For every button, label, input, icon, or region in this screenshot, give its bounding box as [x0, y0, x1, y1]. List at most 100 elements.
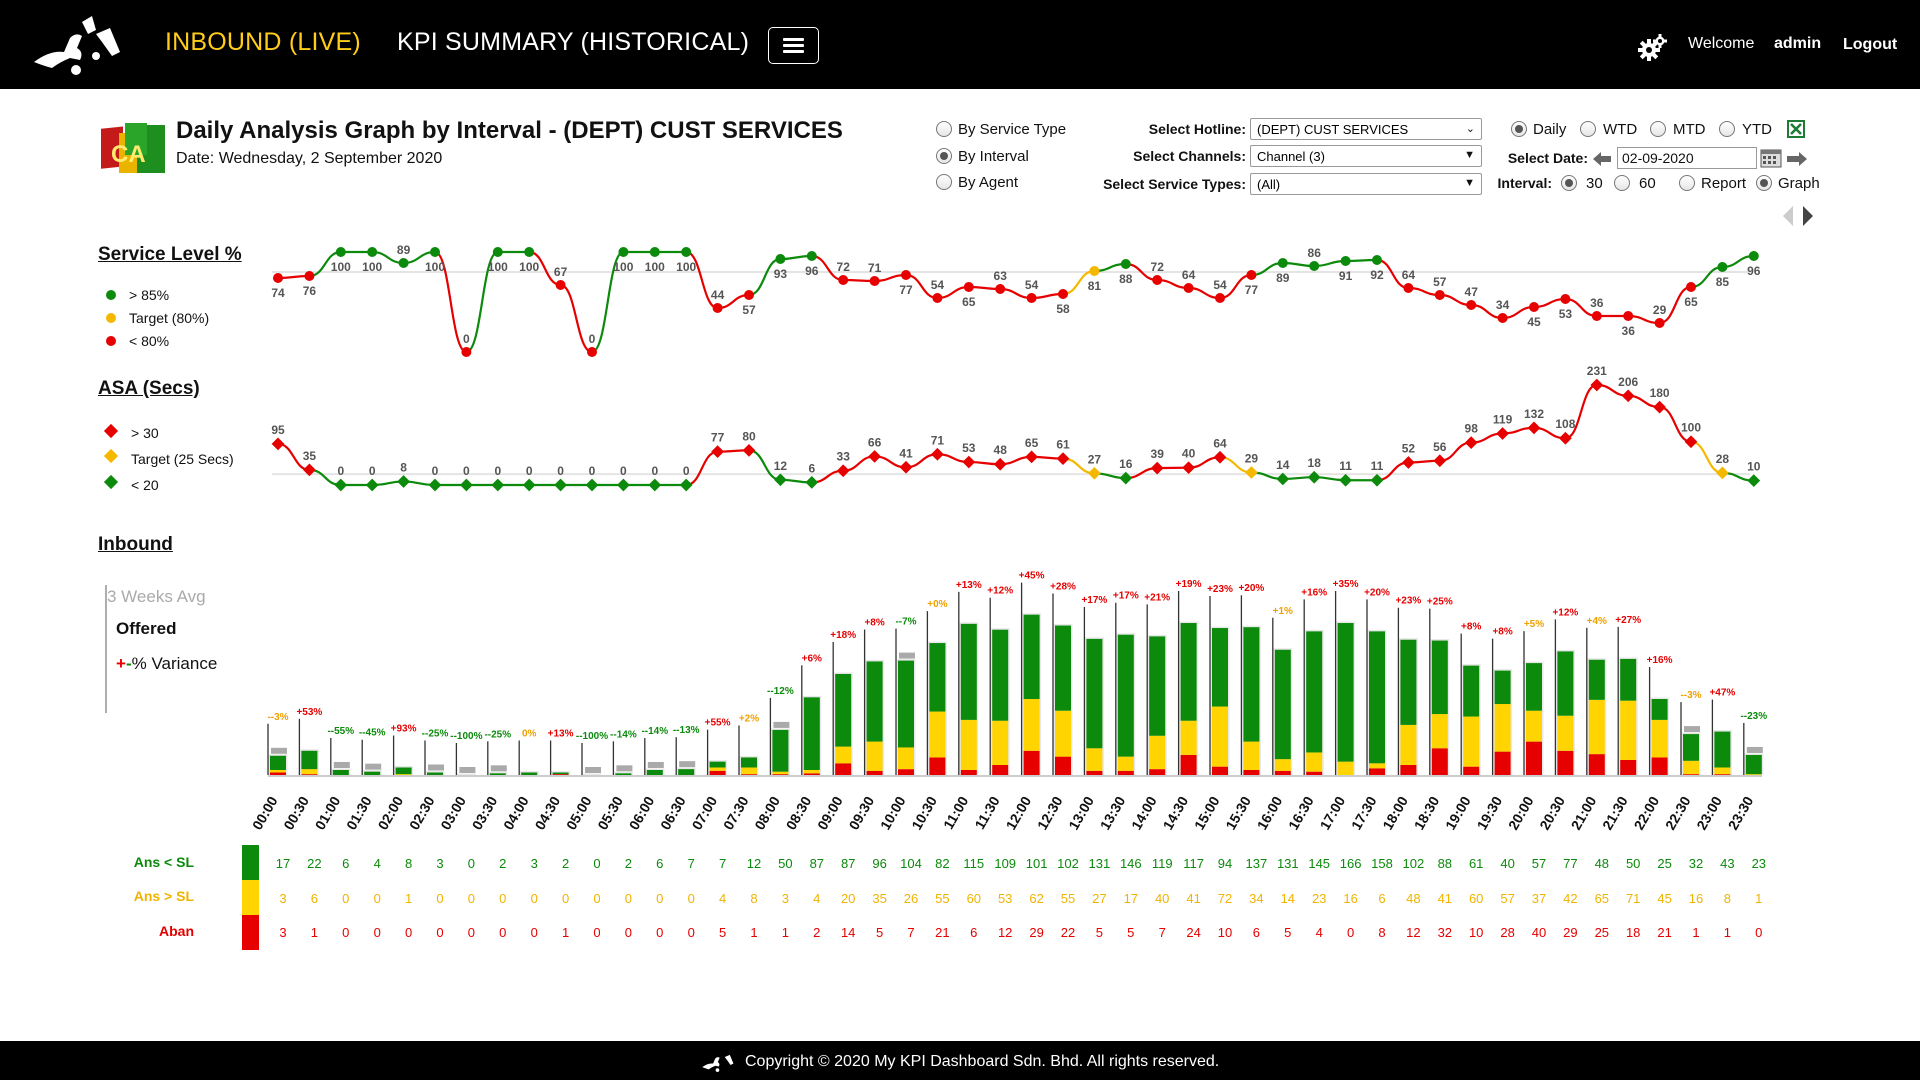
logout-link[interactable]: Logout [1843, 36, 1898, 53]
radio-graph[interactable] [1756, 175, 1772, 191]
sl-value-label: 100 [645, 260, 665, 274]
radio-mtd[interactable] [1650, 121, 1666, 137]
ans-lt-sl-bar [898, 660, 914, 748]
radio-wtd[interactable] [1580, 121, 1596, 137]
table-cell: 158 [1371, 856, 1393, 871]
asa-value-label: 56 [1433, 440, 1447, 454]
data-table: 17 22 6 4 8 3 0 2 3 2 0 2 6 7 7 12 50 87 87 96 104 82 115 109 10… [242, 845, 1766, 950]
footer: Copyright © 2020 My KPI Dashboard Sdn. B… [0, 1041, 1920, 1080]
variance-label: +25% [1427, 597, 1453, 608]
table-cell: 26 [904, 891, 918, 906]
table-cell: 35 [872, 891, 886, 906]
chart-next-icon[interactable] [1803, 206, 1813, 226]
x-tick-label: 04:00 [500, 793, 532, 832]
aban-bar [1588, 754, 1605, 775]
sl-value-label: 88 [1119, 272, 1133, 286]
row-color-ans-lt-sl [242, 845, 259, 880]
ans-lt-sl-bar [1588, 659, 1605, 700]
radio-interval-60[interactable] [1614, 175, 1630, 191]
chart-prev-icon[interactable] [1783, 206, 1793, 226]
sl-legend-marker [106, 313, 116, 323]
sl-point [1120, 259, 1131, 269]
channels-select[interactable]: Channel (3) ▼ [1250, 145, 1482, 167]
username[interactable]: admin [1774, 35, 1822, 52]
radio-interval-30[interactable] [1561, 175, 1577, 191]
footer-copyright: Copyright © 2020 My KPI Dashboard Sdn. B… [745, 1053, 1220, 1070]
table-cell: 0 [436, 891, 443, 906]
table-cell: 88 [1438, 856, 1452, 871]
row-color-aban [242, 915, 259, 950]
asa-value-label: 40 [1182, 447, 1196, 461]
gear-icon[interactable] [1638, 33, 1668, 61]
radio-ytd[interactable] [1719, 121, 1735, 137]
ans-gt-sl-bar [1306, 752, 1323, 772]
table-cell: 146 [1120, 856, 1142, 871]
asa-line-segment [811, 469, 844, 484]
logo-icon[interactable] [30, 12, 125, 78]
ans-gt-sl-bar [1337, 761, 1354, 775]
sl-value-label: 67 [554, 265, 568, 279]
table-cell: 131 [1277, 856, 1299, 871]
hotline-select-value: (DEPT) CUST SERVICES [1257, 122, 1409, 137]
ans-lt-sl-bar [395, 767, 412, 775]
avg-marker-cap [899, 652, 915, 659]
asa-value-label: 8 [400, 461, 407, 475]
ans-lt-sl-bar [646, 769, 663, 775]
sl-line-segment [591, 250, 624, 354]
table-cell: 5 [719, 925, 726, 940]
sl-point [806, 251, 817, 261]
aban-bar [866, 770, 883, 775]
x-tick-label: 17:30 [1348, 793, 1380, 832]
sl-point [775, 254, 786, 264]
ans-lt-sl-bar [835, 673, 852, 747]
chevron-down-icon: ⌄ [1465, 123, 1475, 135]
table-cell: 57 [1532, 856, 1546, 871]
calendar-icon[interactable] [1760, 148, 1782, 168]
ans-gt-sl-bar [1745, 774, 1762, 775]
nav-inbound-live[interactable]: INBOUND (LIVE) [165, 28, 361, 56]
channels-label: Select Channels: [1133, 148, 1246, 164]
table-cell: 48 [1406, 891, 1420, 906]
prev-date-arrow-icon[interactable] [1592, 151, 1612, 167]
table-cell: 119 [1152, 856, 1173, 871]
radio-report[interactable] [1679, 175, 1695, 191]
aban-bar [301, 774, 318, 775]
asa-point [522, 478, 536, 492]
ans-gt-sl-bar [709, 767, 726, 771]
next-date-arrow-icon[interactable] [1786, 151, 1808, 167]
radio-by-interval[interactable] [936, 148, 952, 164]
radio-daily[interactable] [1511, 121, 1527, 137]
radio-by-agent[interactable] [936, 174, 952, 190]
radio-by-service-type[interactable] [936, 121, 952, 137]
date-input[interactable] [1617, 147, 1757, 169]
sl-legend-below: < 80% [129, 333, 170, 349]
table-cell: 8 [750, 891, 757, 906]
sl-value-label: 71 [868, 261, 882, 275]
sl-value-label: 36 [1590, 296, 1604, 310]
sl-point [1152, 275, 1163, 285]
service-types-select[interactable]: (All) ▼ [1250, 173, 1482, 195]
menu-button[interactable] [768, 27, 819, 64]
nav-kpi-summary[interactable]: KPI SUMMARY (HISTORICAL) [397, 28, 750, 56]
hotline-select[interactable]: (DEPT) CUST SERVICES ⌄ [1250, 118, 1482, 140]
ans-lt-sl-bar [1306, 631, 1323, 753]
service-types-select-value: (All) [1257, 177, 1281, 192]
menu-icon [783, 38, 804, 41]
ans-gt-sl-bar [301, 769, 318, 775]
asa-value-label: 29 [1245, 451, 1259, 465]
table-cell: 96 [872, 856, 886, 871]
aban-bar [1557, 750, 1574, 775]
radio-label-wtd: WTD [1603, 121, 1638, 138]
avg-marker-cap [365, 763, 382, 770]
sl-value-label: 0 [463, 332, 470, 346]
sl-value-label: 47 [1465, 285, 1479, 299]
x-tick-label: 02:00 [374, 793, 406, 832]
ans-lt-sl-bar [1055, 625, 1071, 711]
aban-bar [1306, 771, 1323, 775]
excel-export-icon[interactable] [1786, 119, 1806, 139]
ans-lt-sl-bar [1212, 628, 1228, 707]
channels-select-value: Channel (3) [1257, 149, 1325, 164]
avg-marker-cap [585, 767, 601, 773]
x-tick-label: 19:30 [1473, 793, 1505, 832]
